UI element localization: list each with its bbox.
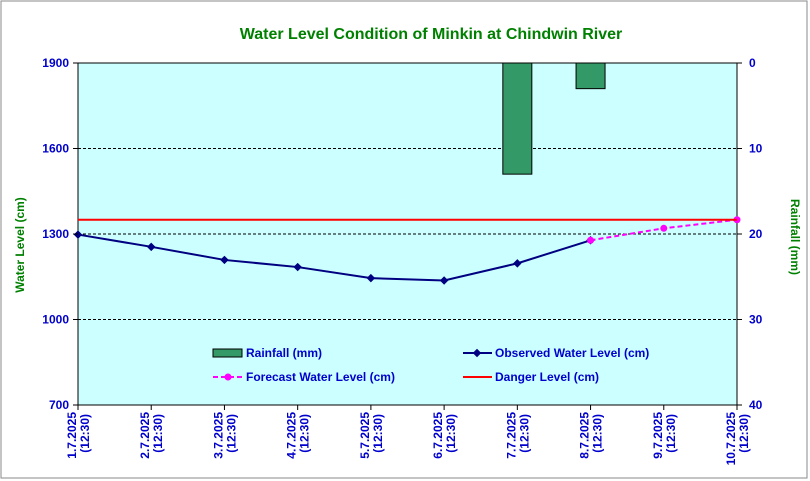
x-tick-time-1: (12:30) (151, 414, 165, 453)
x-tick-time-9: (12:30) (737, 414, 751, 453)
observed-point-6 (513, 259, 522, 268)
right-tick-label-0: 0 (749, 56, 756, 70)
x-tick-date-1: 2.7.2025 (138, 412, 152, 459)
observed-point-4 (366, 273, 376, 283)
x-tick-label-6: 7.7.2025 (12:30) (504, 412, 531, 459)
observed-point-2 (220, 255, 229, 265)
legend-forecast-marker (224, 373, 232, 381)
legend-observed-label: Observed Water Level (cm) (495, 346, 649, 360)
x-tick-date-5: 6.7.2025 (431, 412, 445, 459)
forecast-point-8 (660, 224, 668, 232)
x-tick-date-9: 10.7.2025 (724, 412, 738, 466)
x-tick-label-4: 5.7.2025 (12:30) (358, 412, 385, 459)
x-tick-label-8: 9.7.2025 (12:30) (651, 412, 678, 459)
right-tick-label-4: 40 (749, 398, 763, 412)
x-tick-label-0: 1.7.2025 (12:30) (65, 412, 92, 459)
x-tick-time-4: (12:30) (371, 414, 385, 453)
left-axis-title: Water Level (cm) (13, 197, 27, 293)
x-tick-time-5: (12:30) (444, 414, 458, 453)
rainfall-bars (502, 62, 606, 175)
x-tick-date-3: 4.7.2025 (285, 412, 299, 459)
left-tick-label-0: 700 (49, 398, 69, 412)
x-tick-label-2: 3.7.2025 (12:30) (211, 412, 238, 459)
rainfall-bar-6 (502, 62, 533, 175)
x-tick-time-8: (12:30) (664, 414, 678, 453)
x-tick-date-2: 3.7.2025 (211, 412, 225, 459)
legend-danger-label: Danger Level (cm) (495, 370, 599, 384)
left-tick-label-4: 1900 (42, 56, 69, 70)
chart-title: Water Level Condition of Minkin at Chind… (240, 26, 623, 43)
left-tick-label-2: 1300 (42, 227, 69, 241)
x-tick-date-6: 7.7.2025 (504, 412, 518, 459)
x-tick-label-5: 6.7.2025 (12:30) (431, 412, 458, 459)
right-axis-title: Rainfall (mm) (788, 199, 802, 275)
left-tick-label-1: 1000 (42, 313, 69, 327)
x-tick-date-0: 1.7.2025 (65, 412, 79, 459)
x-tick-label-9: 10.7.2025 (12:30) (724, 412, 751, 466)
x-tick-date-8: 9.7.2025 (651, 412, 665, 459)
plot-area (77, 62, 738, 406)
series-lines (73, 216, 741, 285)
observed-point-0 (73, 230, 83, 239)
x-tick-label-7: 8.7.2025 (12:30) (578, 412, 605, 459)
legend-rainfall-label: Rainfall (mm) (246, 346, 322, 360)
legend-rainfall-swatch (212, 348, 243, 358)
right-tick-label-2: 20 (749, 227, 763, 241)
right-tick-label-3: 30 (749, 313, 763, 327)
x-tick-date-7: 8.7.2025 (578, 412, 592, 459)
x-tick-time-0: (12:30) (78, 414, 92, 453)
legend: Rainfall (mm) Observed Water Level (cm) … (212, 346, 649, 384)
x-tick-time-7: (12:30) (591, 414, 605, 453)
legend-forecast-label: Forecast Water Level (cm) (246, 370, 395, 384)
x-tick-label-1: 2.7.2025 (12:30) (138, 412, 165, 459)
x-tick-time-3: (12:30) (298, 414, 312, 453)
legend-observed-marker (472, 348, 482, 358)
x-tick-label-3: 4.7.2025 (12:30) (285, 412, 312, 459)
observed-point-3 (293, 262, 302, 272)
x-tick-time-2: (12:30) (224, 414, 238, 453)
forecast-point-7 (587, 236, 595, 244)
left-tick-label-3: 1600 (42, 142, 69, 156)
observed-point-5 (439, 276, 449, 285)
right-tick-label-1: 10 (749, 142, 763, 156)
x-tick-date-4: 5.7.2025 (358, 412, 372, 459)
rainfall-bar-7 (575, 62, 606, 90)
series-line-1 (77, 233, 591, 282)
observed-point-1 (146, 242, 156, 252)
x-tick-time-6: (12:30) (517, 414, 531, 453)
